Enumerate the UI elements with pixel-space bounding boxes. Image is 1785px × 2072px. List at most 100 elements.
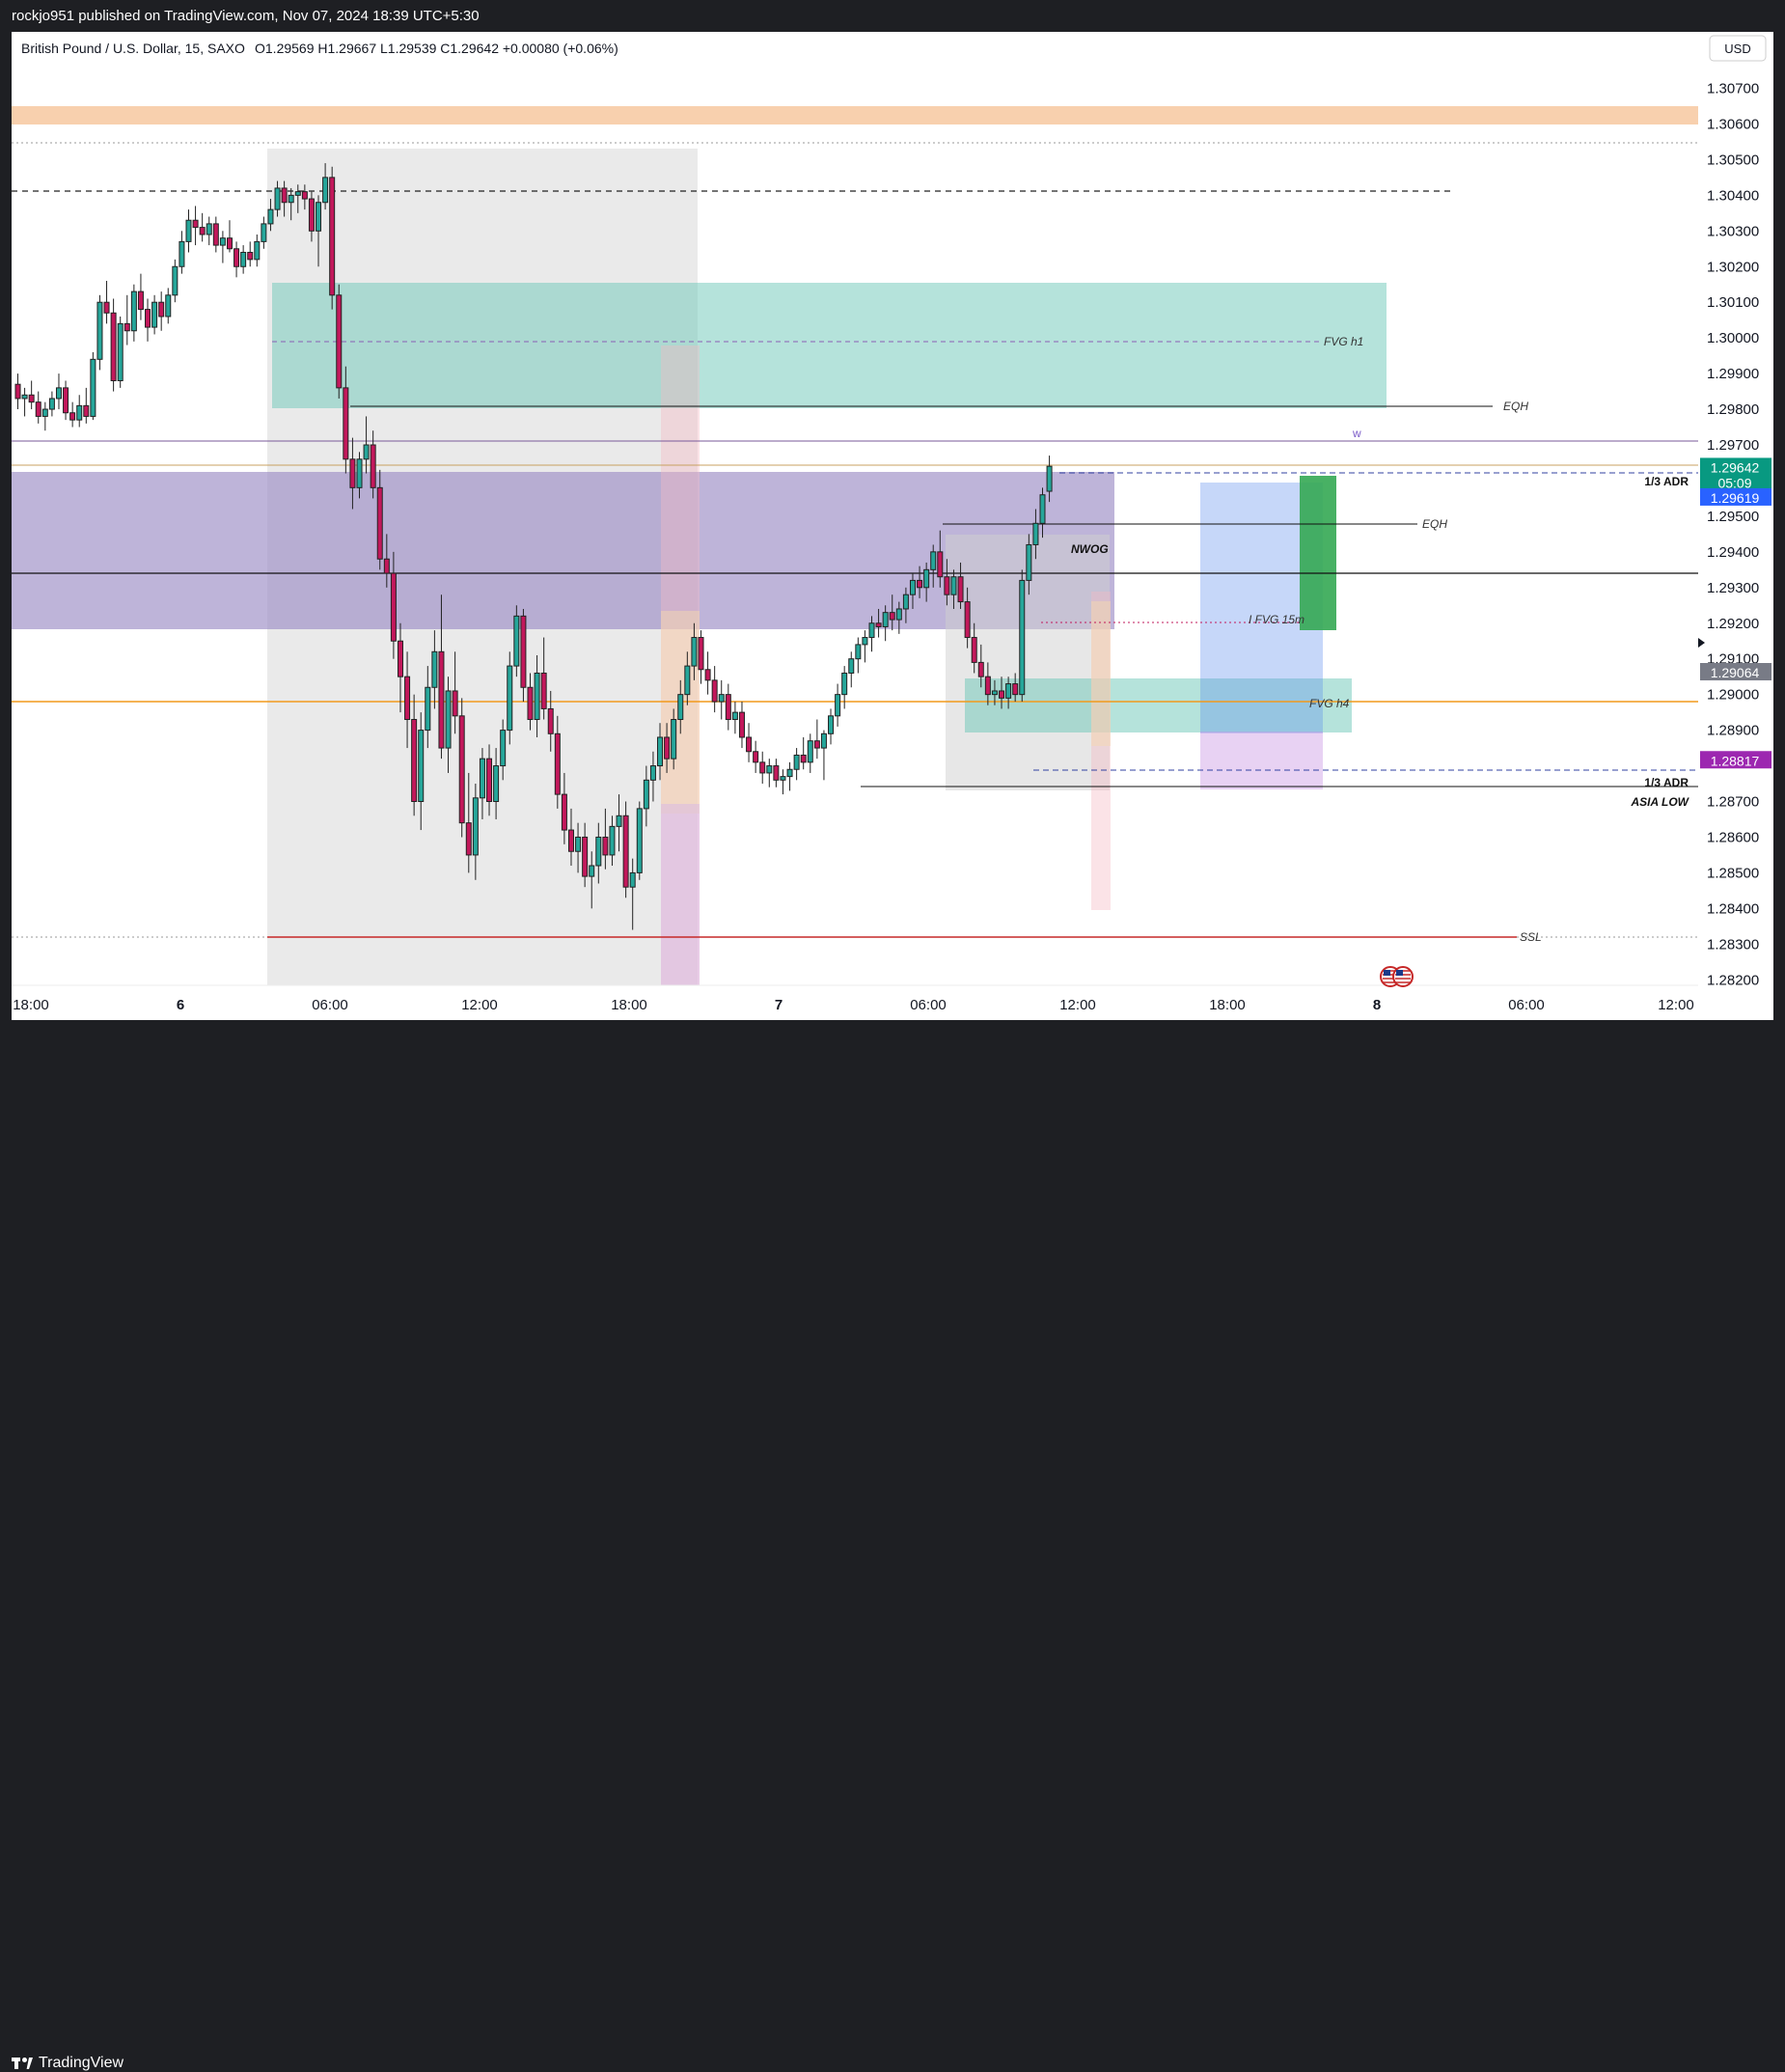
candle-body bbox=[971, 637, 977, 663]
candle-body bbox=[363, 444, 370, 460]
purple-price-tag-text: 1.28817 bbox=[1711, 753, 1760, 768]
y-tick-label: 1.29300 bbox=[1707, 580, 1759, 596]
candle-body bbox=[800, 754, 807, 763]
candle-body bbox=[458, 715, 465, 824]
label-fvg-h1: FVG h1 bbox=[1324, 335, 1363, 348]
candle-body bbox=[219, 237, 226, 246]
candle-body bbox=[835, 694, 841, 717]
x-tick-label: 7 bbox=[775, 997, 783, 1013]
candle-body bbox=[616, 815, 622, 827]
candle-body bbox=[452, 690, 458, 717]
candle-body bbox=[828, 715, 835, 734]
candle-body bbox=[96, 301, 103, 360]
candle-body bbox=[698, 637, 704, 671]
candle-body bbox=[172, 265, 178, 296]
candle-body bbox=[212, 223, 219, 246]
candle-body bbox=[731, 711, 738, 721]
candle-body bbox=[83, 404, 90, 417]
candle-body bbox=[21, 394, 28, 400]
candle-body bbox=[575, 836, 582, 852]
candle-body bbox=[649, 765, 656, 781]
candle-body bbox=[1046, 465, 1053, 492]
candle-body bbox=[725, 694, 731, 721]
candle-body bbox=[520, 615, 527, 688]
currency-button[interactable] bbox=[1709, 35, 1767, 62]
candle-body bbox=[718, 694, 725, 703]
candle-body bbox=[657, 736, 664, 767]
candle-body bbox=[855, 644, 862, 660]
candle-body bbox=[930, 551, 937, 570]
candle-body bbox=[178, 240, 185, 267]
footer-bar: TradingView bbox=[0, 1020, 1785, 2071]
candle-body bbox=[438, 650, 445, 749]
y-tick-label: 1.30000 bbox=[1707, 330, 1759, 346]
candle-body bbox=[294, 191, 301, 196]
candle-body bbox=[390, 572, 397, 642]
candle-body bbox=[14, 383, 21, 400]
candle-body bbox=[882, 612, 889, 627]
x-tick-label: 12:00 bbox=[461, 997, 498, 1013]
y-tick-label: 1.28400 bbox=[1707, 900, 1759, 917]
y-tick-label: 1.30400 bbox=[1707, 187, 1759, 204]
candle-body bbox=[711, 679, 718, 703]
price-chart[interactable]: FVG h1 EQH w 1/3 ADR EQH NWOG I FVG 15m FVG h4 1… bbox=[12, 32, 1773, 1020]
candle-body bbox=[1026, 543, 1032, 581]
y-tick-label: 1.30200 bbox=[1707, 259, 1759, 275]
tradingview-logo[interactable]: TradingView bbox=[12, 2055, 124, 2072]
candle-body bbox=[472, 797, 479, 856]
killzone-column-tan bbox=[1091, 601, 1111, 746]
publish-text: rockjo951 published on TradingView.com, … bbox=[12, 8, 480, 24]
candle-body bbox=[534, 672, 540, 721]
candle-body bbox=[48, 398, 55, 410]
label-nwog: NWOG bbox=[1071, 542, 1109, 556]
candle-body bbox=[780, 776, 786, 781]
candle-body bbox=[500, 730, 507, 767]
candle-body bbox=[507, 665, 513, 732]
label-eqh-upper: EQH bbox=[1503, 400, 1528, 413]
candle-body bbox=[677, 694, 684, 721]
symbol-title: British Pound / U.S. Dollar, 15, SAXO bbox=[21, 41, 245, 56]
candle-body bbox=[595, 836, 602, 867]
candle-body bbox=[349, 458, 356, 488]
y-tick-label: 1.28700 bbox=[1707, 794, 1759, 811]
candle-body bbox=[343, 387, 349, 460]
candle-body bbox=[746, 736, 753, 753]
x-tick-label: 18:00 bbox=[611, 997, 647, 1013]
candle-body bbox=[165, 294, 172, 318]
chart-panel[interactable]: FVG h1 EQH w 1/3 ADR EQH NWOG I FVG 15m FVG h4 1… bbox=[12, 32, 1773, 1020]
y-tick-label: 1.30600 bbox=[1707, 116, 1759, 132]
fvg-h1-zone bbox=[272, 283, 1387, 408]
y-tick-label: 1.29400 bbox=[1707, 544, 1759, 561]
candle-body bbox=[479, 758, 485, 799]
candle-body bbox=[110, 312, 117, 381]
candle-body bbox=[738, 711, 745, 738]
candle-body bbox=[192, 219, 199, 229]
candle-body bbox=[875, 622, 882, 627]
purple-price-tag-bg bbox=[1700, 751, 1771, 769]
candle-body bbox=[316, 202, 322, 232]
candle-body bbox=[267, 208, 274, 225]
label-w: w bbox=[1352, 427, 1361, 440]
candle-body bbox=[977, 661, 984, 677]
candle-body bbox=[820, 732, 827, 749]
candle-body bbox=[589, 865, 595, 877]
candle-body bbox=[383, 558, 390, 574]
candle-body bbox=[130, 290, 137, 332]
y-tick-label: 1.28600 bbox=[1707, 829, 1759, 845]
candle-body bbox=[868, 622, 875, 639]
y-tick-label: 1.30300 bbox=[1707, 223, 1759, 239]
candle-body bbox=[527, 686, 534, 721]
candle-body bbox=[247, 251, 254, 261]
candle-body bbox=[425, 686, 431, 732]
y-tick-label: 1.28200 bbox=[1707, 972, 1759, 988]
candle-body bbox=[445, 690, 452, 749]
candle-body bbox=[704, 669, 711, 681]
candle-body bbox=[807, 740, 813, 763]
candle-body bbox=[554, 732, 561, 795]
blue-price-tag-bg bbox=[1700, 487, 1771, 506]
blue-price-tag-text: 1.29619 bbox=[1711, 490, 1760, 506]
candle-body bbox=[889, 612, 895, 621]
y-tick-label: 1.30500 bbox=[1707, 152, 1759, 168]
candle-body bbox=[602, 836, 609, 856]
candle-body bbox=[124, 322, 130, 332]
